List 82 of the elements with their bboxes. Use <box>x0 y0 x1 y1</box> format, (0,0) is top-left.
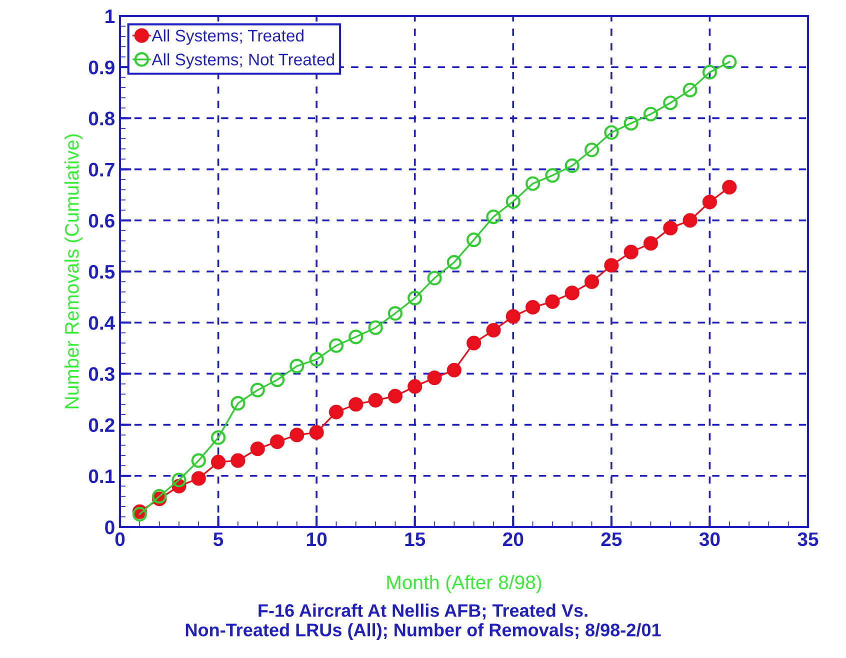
point <box>624 116 638 131</box>
x-tick-label: 25 <box>601 532 622 546</box>
point <box>604 258 619 273</box>
point <box>290 428 304 442</box>
point <box>663 96 678 110</box>
y-tick-label: 0.5 <box>88 264 115 279</box>
point <box>210 454 226 470</box>
point <box>466 336 482 350</box>
point <box>290 358 304 374</box>
point <box>408 290 422 306</box>
point <box>466 232 482 248</box>
point <box>132 506 147 522</box>
point <box>328 404 344 420</box>
point <box>270 434 285 449</box>
point <box>722 180 737 194</box>
point <box>250 442 265 456</box>
y-tick-label: 0.7 <box>88 162 114 177</box>
point <box>270 372 285 388</box>
point <box>427 270 442 286</box>
legend-label: All Systems; Not Treated <box>152 53 334 69</box>
y-tick-label: 0.3 <box>88 367 114 381</box>
point <box>388 388 402 404</box>
point <box>388 306 402 321</box>
point <box>172 472 186 488</box>
x-tick-label: 10 <box>306 532 327 546</box>
point <box>486 210 501 224</box>
x-tick-label: 35 <box>798 532 818 546</box>
y-tick-label: 0.4 <box>88 316 116 330</box>
point <box>368 392 383 408</box>
point <box>564 286 580 300</box>
point <box>722 54 737 70</box>
y-tick-label: 0.2 <box>88 418 114 432</box>
x-tick-label: 15 <box>405 532 426 546</box>
point <box>191 453 206 468</box>
point <box>368 320 383 336</box>
point <box>643 236 658 251</box>
point <box>446 255 462 270</box>
y-tick-label: 0 <box>105 520 114 534</box>
y-tick-label: 1 <box>106 10 115 24</box>
point <box>328 338 344 353</box>
x-tick-label: 5 <box>213 532 224 546</box>
point <box>348 397 364 412</box>
point <box>427 370 442 386</box>
point <box>545 294 560 309</box>
y-tick-label: 0.6 <box>88 214 114 228</box>
point <box>309 352 324 367</box>
point <box>250 382 265 398</box>
legend-label: All Systems; Treated <box>152 29 304 45</box>
point <box>191 471 206 486</box>
point <box>230 453 246 468</box>
x-tick-label: 0 <box>115 532 125 546</box>
point <box>584 142 600 158</box>
point <box>682 213 698 228</box>
point <box>506 194 520 209</box>
point <box>702 194 718 210</box>
point <box>564 158 580 174</box>
point <box>702 64 718 80</box>
point <box>526 300 540 315</box>
point <box>604 125 619 140</box>
point <box>545 168 560 183</box>
point <box>309 425 324 440</box>
point <box>230 396 246 411</box>
point <box>643 106 658 122</box>
x-tick-label: 20 <box>503 532 524 546</box>
point <box>526 176 540 191</box>
point <box>663 220 678 236</box>
y-tick-label: 0.8 <box>88 112 115 126</box>
x-tick-label: 30 <box>699 532 720 546</box>
point <box>506 309 520 324</box>
point <box>624 244 638 260</box>
y-tick-label: 0.9 <box>88 60 114 74</box>
point <box>584 274 600 290</box>
point <box>486 322 501 338</box>
text: F-16 Aircraft At Nellis AFB; Treated Vs. Non-Treated LRUs (All); Number of Removals; 8/98-2/01 <box>186 604 661 640</box>
point <box>408 379 422 394</box>
point <box>348 330 364 344</box>
point <box>210 430 226 445</box>
x-axis-title: Month (After 8/98) <box>387 574 542 594</box>
point <box>682 82 698 98</box>
y-tick-label: 0.1 <box>88 469 115 484</box>
y-axis-title: Number Removals (Cumulative) <box>64 134 83 408</box>
point <box>446 362 462 378</box>
